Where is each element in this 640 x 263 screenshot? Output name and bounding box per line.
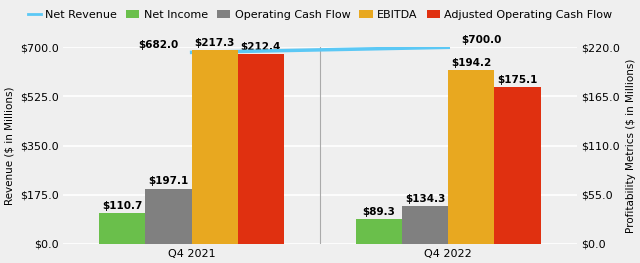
- Bar: [356, 219, 402, 244]
- Text: $212.4: $212.4: [241, 42, 281, 52]
- Bar: [238, 54, 284, 244]
- Bar: [191, 50, 238, 244]
- Text: $134.3: $134.3: [405, 194, 445, 204]
- Text: $194.2: $194.2: [451, 58, 492, 68]
- Legend: Net Revenue, Net Income, Operating Cash Flow, EBITDA, Adjusted Operating Cash Fl: Net Revenue, Net Income, Operating Cash …: [23, 6, 617, 24]
- Bar: [448, 70, 495, 244]
- Bar: [99, 213, 145, 244]
- Text: $197.1: $197.1: [148, 176, 189, 186]
- Text: $700.0: $700.0: [461, 35, 502, 45]
- Text: $110.7: $110.7: [102, 201, 143, 211]
- Text: $217.3: $217.3: [195, 38, 235, 48]
- Text: $89.3: $89.3: [362, 207, 396, 217]
- Text: $682.0: $682.0: [138, 40, 179, 50]
- Bar: [402, 206, 448, 244]
- Bar: [495, 88, 541, 244]
- Text: $175.1: $175.1: [497, 75, 538, 85]
- Bar: [145, 189, 191, 244]
- Y-axis label: Revenue ($ in Millions): Revenue ($ in Millions): [4, 87, 14, 205]
- Y-axis label: Profitability Metrics ($ in Millions): Profitability Metrics ($ in Millions): [626, 58, 636, 233]
